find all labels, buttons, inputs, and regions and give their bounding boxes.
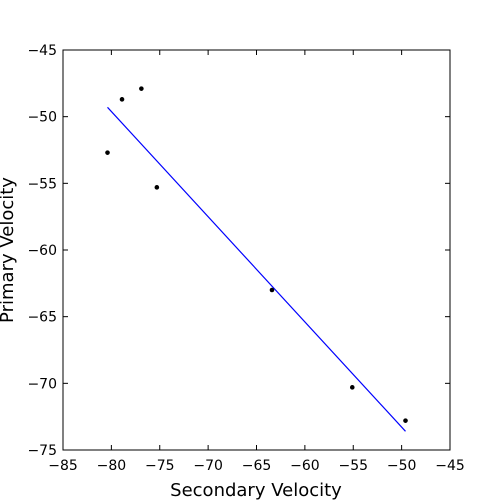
y-tick-label: −45 [27, 43, 57, 59]
y-tick-label: −50 [27, 110, 57, 126]
x-tick-label: −65 [242, 458, 272, 474]
x-tick-label: −45 [435, 458, 465, 474]
data-point [139, 86, 144, 91]
y-axis-label: Primary Velocity [0, 177, 18, 323]
x-axis-ticks: −85 −80 −75 −70 −65 −60 −55 −50 −45 [48, 50, 465, 474]
y-tick-label: −55 [27, 176, 57, 192]
y-tick-label: −75 [27, 443, 57, 459]
x-tick-label: −50 [387, 458, 417, 474]
data-point [119, 97, 125, 102]
x-tick-label: −85 [48, 458, 78, 474]
data-points-layer [105, 86, 408, 423]
data-point [154, 185, 160, 190]
fit-line [107, 106, 406, 432]
data-point [105, 150, 110, 155]
x-tick-label: −60 [290, 458, 320, 474]
x-tick-label: −75 [145, 458, 175, 474]
plot-area [63, 50, 450, 450]
y-axis-ticks: −45 −50 −55 −60 −65 −70 −75 [27, 43, 450, 459]
fit-line-layer [107, 106, 406, 432]
x-tick-label: −80 [97, 458, 127, 474]
data-point [269, 287, 275, 293]
data-point [403, 418, 408, 423]
x-tick-label: −70 [193, 458, 223, 474]
x-tick-label: −55 [338, 458, 368, 474]
y-tick-label: −65 [27, 310, 57, 326]
data-point [349, 385, 355, 390]
y-tick-label: −60 [27, 243, 57, 259]
y-tick-label: −70 [27, 376, 57, 392]
x-axis-label: Secondary Velocity [170, 480, 342, 500]
